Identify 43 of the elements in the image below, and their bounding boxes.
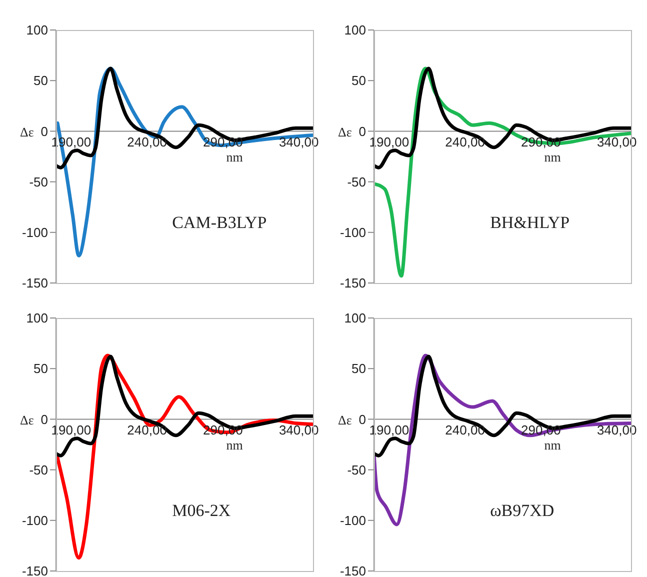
- y-tick-label: -50: [347, 462, 366, 478]
- y-tick-label: 0: [40, 412, 48, 427]
- y-tick-label: -150: [22, 276, 48, 291]
- y-axis-title: Δε: [338, 124, 352, 140]
- y-tick-label: 100: [344, 310, 366, 326]
- x-tick-label: 340,00: [596, 422, 637, 438]
- y-tick-label: -150: [340, 564, 366, 577]
- y-tick-label: 50: [352, 361, 366, 376]
- y-tick-label: -50: [29, 174, 48, 190]
- annotation: ωB97XD: [490, 500, 554, 521]
- x-tick-label: 340,00: [596, 134, 637, 150]
- y-axis-title: Δε: [20, 412, 34, 428]
- x-axis-title: nm: [226, 438, 243, 453]
- y-tick-label: 50: [34, 361, 48, 376]
- y-tick-label: 50: [34, 73, 48, 88]
- annotation: M06-2X: [172, 500, 231, 521]
- x-tick-label: 190,00: [369, 422, 410, 438]
- y-tick-label: -150: [340, 276, 366, 291]
- y-tick-label: 100: [344, 22, 366, 38]
- x-axis-title: nm: [544, 150, 561, 165]
- y-tick-label: 100: [26, 22, 48, 38]
- y-tick-label: 0: [358, 124, 366, 139]
- y-tick-label: -50: [29, 462, 48, 478]
- y-tick-label: -100: [340, 513, 366, 528]
- annotation: CAM-B3LYP: [172, 212, 267, 233]
- y-tick-label: -100: [22, 513, 48, 528]
- y-tick-label: 0: [40, 124, 48, 139]
- y-axis-title: Δε: [20, 124, 34, 140]
- y-axis-title: Δε: [338, 412, 352, 428]
- x-tick-label: 190,00: [51, 422, 92, 438]
- x-tick-label: 340,00: [278, 134, 319, 150]
- annotation: BH&HLYP: [490, 212, 570, 233]
- x-axis-title: nm: [544, 438, 561, 453]
- y-tick-label: -150: [22, 564, 48, 577]
- y-tick-label: -100: [22, 225, 48, 240]
- y-tick-label: -100: [340, 225, 366, 240]
- x-axis-title: nm: [226, 150, 243, 165]
- y-tick-label: 50: [352, 73, 366, 88]
- y-tick-label: 0: [358, 412, 366, 427]
- x-tick-label: 340,00: [278, 422, 319, 438]
- y-tick-label: 100: [26, 310, 48, 326]
- y-tick-label: -50: [347, 174, 366, 190]
- x-tick-label: 190,00: [369, 134, 410, 150]
